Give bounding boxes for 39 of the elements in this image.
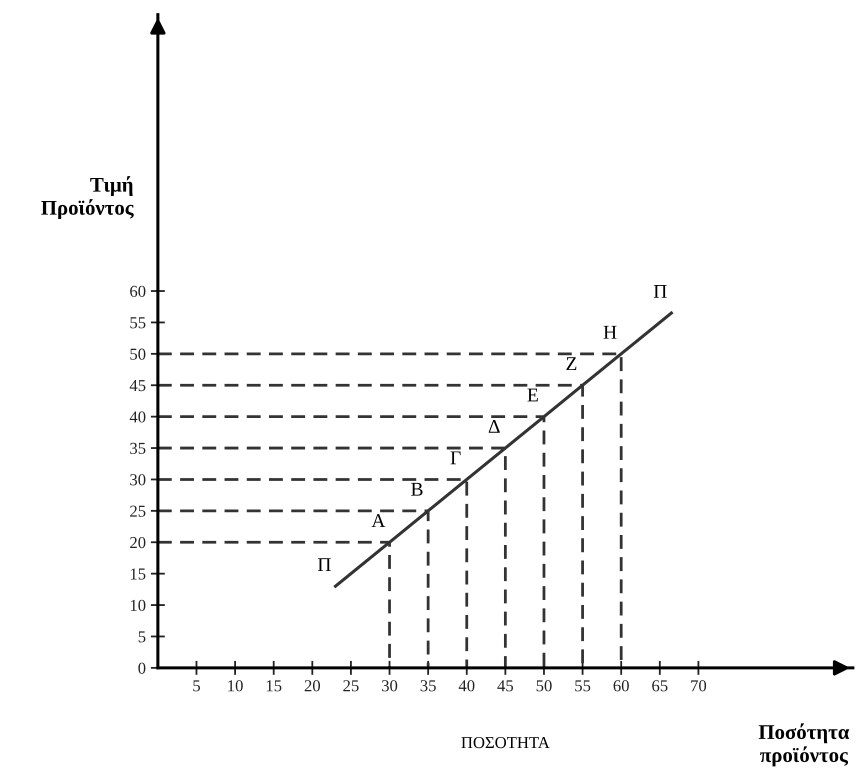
y-tick-label: 15	[130, 568, 146, 580]
y-tick-label: 0	[138, 662, 146, 674]
y-tick-label: 50	[130, 348, 146, 360]
y-tick-label: 60	[130, 286, 146, 297]
y-tick-label: 20	[130, 536, 146, 548]
x-tick-label: 30	[382, 680, 398, 692]
x-tick-label: 25	[343, 680, 359, 692]
y-tick-label: 5	[138, 631, 146, 642]
x-tick-label: 50	[536, 680, 552, 692]
x-tick-label: 10	[228, 680, 243, 692]
x-tick-label: 70	[691, 680, 706, 692]
x-axis-title: ΠΟΣΟΤΗΤΑ	[461, 736, 550, 748]
annotation: Δ	[488, 420, 500, 433]
y-tick-label: 55	[130, 317, 146, 328]
annotation: Ζ	[566, 357, 576, 370]
annotation: Π	[318, 558, 331, 571]
x-tick-label: 20	[304, 680, 320, 692]
x-tick-label: 15	[266, 680, 282, 692]
x-tick-label: 35	[420, 680, 436, 692]
annotation: Γ	[450, 451, 461, 464]
text: Ποσότητα προϊόντος	[758, 723, 850, 766]
annotation: Ε	[527, 388, 538, 402]
y-axis-title: Τιμή Προϊόντος	[41, 176, 134, 220]
x-tick-label: 40	[458, 680, 474, 692]
x-tick-label: 60	[614, 680, 629, 692]
y-tick-label: 40	[130, 411, 146, 423]
x-tick-label: 65	[652, 680, 668, 692]
x-tick-label: 45	[497, 680, 514, 692]
y-tick-label: 10	[130, 600, 146, 612]
annotation: Η	[604, 326, 617, 339]
x-tick-label: 55	[575, 680, 590, 692]
y-tick-label: 25	[130, 506, 146, 517]
x-tick-label: 5	[193, 680, 200, 692]
annotation: Π	[654, 285, 667, 298]
y-tick-label: 35	[130, 442, 146, 454]
annotation: Α	[372, 514, 386, 528]
y-tick-label: 30	[130, 474, 146, 486]
y-tick-label: 45	[130, 380, 146, 392]
annotation: Β	[411, 482, 423, 496]
